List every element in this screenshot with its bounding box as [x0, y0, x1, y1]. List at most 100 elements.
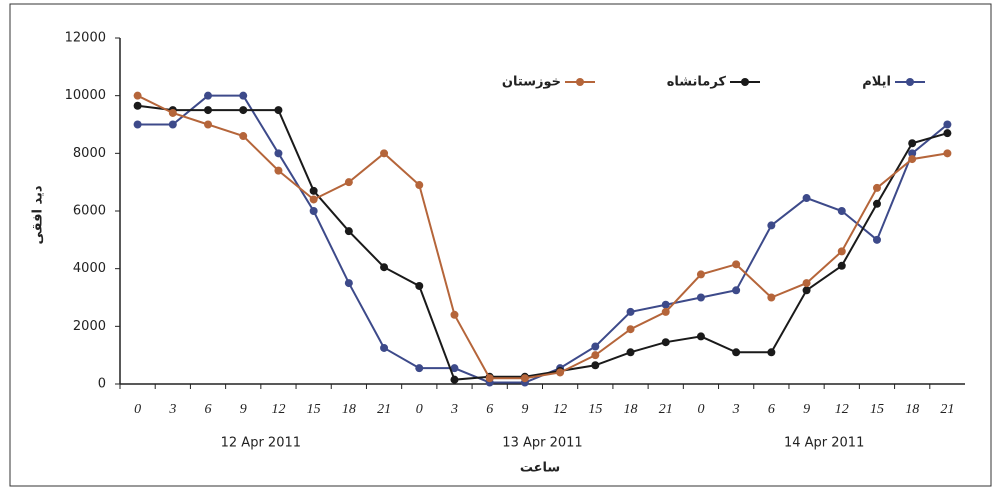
y-tick-label: 8000 — [73, 146, 106, 161]
data-point — [415, 282, 423, 290]
data-point — [345, 178, 353, 186]
data-point — [767, 294, 775, 302]
data-point — [803, 286, 811, 294]
y-tick-label: 0 — [98, 377, 106, 392]
x-tick-label: 12 — [553, 402, 567, 417]
x-tick-label: 3 — [732, 402, 740, 417]
data-point — [767, 348, 775, 356]
x-tick-label: 12 — [835, 402, 849, 417]
data-point — [415, 364, 423, 372]
data-point — [697, 332, 705, 340]
x-axis-label: ساعت — [520, 461, 560, 476]
x-tick-label: 9 — [521, 402, 528, 417]
data-point — [873, 200, 881, 208]
x-tick-label: 9 — [803, 402, 810, 417]
x-tick-label: 15 — [588, 402, 602, 417]
series-line — [138, 106, 948, 380]
data-point — [204, 92, 212, 100]
data-point — [732, 348, 740, 356]
data-point — [239, 132, 247, 140]
data-point — [415, 181, 423, 189]
y-tick-label: 12000 — [65, 31, 106, 46]
data-point — [239, 106, 247, 114]
y-tick-label: 10000 — [65, 88, 106, 103]
data-point — [838, 262, 846, 270]
y-axis-label: دید افقی — [31, 185, 46, 244]
data-point — [838, 207, 846, 215]
legend-marker — [576, 78, 584, 86]
x-tick-label: 21 — [377, 402, 391, 417]
data-point — [380, 149, 388, 157]
data-point — [767, 221, 775, 229]
series-line — [138, 96, 948, 379]
data-point — [239, 92, 247, 100]
legend-marker — [741, 78, 749, 86]
data-point — [274, 106, 282, 114]
x-tick-label: 3 — [450, 402, 458, 417]
data-point — [873, 236, 881, 244]
data-point — [662, 308, 670, 316]
data-point — [204, 121, 212, 129]
data-point — [697, 294, 705, 302]
x-tick-label: 6 — [486, 402, 493, 417]
data-point — [450, 376, 458, 384]
x-tick-label: 21 — [940, 402, 954, 417]
y-tick-label: 4000 — [73, 261, 106, 276]
data-point — [803, 279, 811, 287]
data-point — [169, 109, 177, 117]
data-point — [591, 351, 599, 359]
data-point — [134, 102, 142, 110]
data-point — [838, 247, 846, 255]
data-point — [591, 361, 599, 369]
data-point — [345, 227, 353, 235]
data-point — [310, 187, 318, 195]
x-tick-label: 21 — [659, 402, 673, 417]
chart: دید افقی ساعت 02000400060008000100001200… — [0, 0, 1000, 487]
data-point — [662, 338, 670, 346]
x-tick-label: 0 — [134, 402, 141, 417]
data-point — [274, 167, 282, 175]
x-tick-label: 0 — [697, 402, 704, 417]
x-tick-label: 18 — [905, 402, 919, 417]
x-tick-label: 3 — [168, 402, 176, 417]
group-label: 12 Apr 2011 — [221, 436, 301, 451]
x-tick-label: 15 — [307, 402, 321, 417]
data-point — [627, 308, 635, 316]
data-point — [345, 279, 353, 287]
data-point — [134, 121, 142, 129]
data-point — [310, 195, 318, 203]
data-point — [380, 344, 388, 352]
data-point — [521, 374, 529, 382]
data-point — [627, 348, 635, 356]
data-point — [134, 92, 142, 100]
data-point — [943, 129, 951, 137]
legend-label: خوزستان — [502, 75, 561, 90]
data-point — [310, 207, 318, 215]
data-point — [556, 368, 564, 376]
group-label: 14 Apr 2011 — [784, 436, 864, 451]
data-point — [803, 194, 811, 202]
legend-label: ایلام — [862, 75, 891, 90]
data-point — [873, 184, 881, 192]
data-point — [274, 149, 282, 157]
data-point — [486, 374, 494, 382]
x-tick-label: 9 — [240, 402, 247, 417]
legend-marker — [906, 78, 914, 86]
x-tick-label: 12 — [271, 402, 285, 417]
data-point — [169, 121, 177, 129]
y-tick-label: 2000 — [73, 319, 106, 334]
data-point — [908, 155, 916, 163]
x-tick-label: 18 — [342, 402, 356, 417]
legend-label: کرمانشاه — [667, 75, 727, 90]
data-point — [943, 149, 951, 157]
x-tick-label: 6 — [768, 402, 775, 417]
data-point — [380, 263, 388, 271]
data-point — [591, 343, 599, 351]
data-point — [908, 139, 916, 147]
data-point — [627, 325, 635, 333]
data-point — [943, 121, 951, 129]
data-point — [697, 270, 705, 278]
data-point — [732, 260, 740, 268]
data-point — [732, 286, 740, 294]
y-tick-label: 6000 — [73, 204, 106, 219]
